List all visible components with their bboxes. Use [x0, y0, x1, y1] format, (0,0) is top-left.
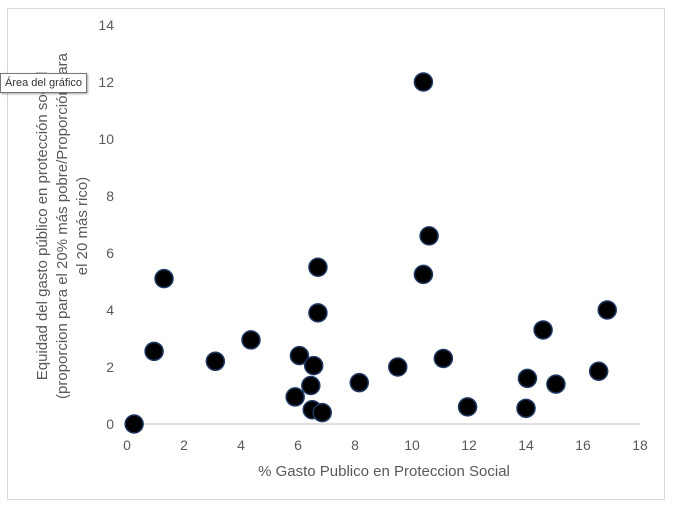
data-point[interactable]: [388, 357, 408, 377]
data-point[interactable]: [419, 226, 439, 246]
y-tick-label: 8: [106, 188, 114, 204]
data-point[interactable]: [124, 414, 144, 434]
x-tick-label: 2: [180, 437, 188, 453]
y-tick-label: 6: [106, 245, 114, 261]
data-point[interactable]: [301, 375, 321, 396]
data-point[interactable]: [285, 387, 305, 407]
data-point[interactable]: [588, 361, 609, 382]
data-point[interactable]: [546, 374, 566, 394]
y-tick-label: 10: [98, 131, 114, 147]
data-point[interactable]: [516, 398, 536, 419]
data-point[interactable]: [308, 303, 328, 323]
x-tick-label: 6: [294, 437, 302, 453]
x-tick-label: 14: [518, 437, 534, 453]
y-axis-title-line-3: el 20 más rico): [74, 177, 91, 275]
data-point[interactable]: [308, 257, 328, 277]
y-tick-labels: 0 2 4 6 8 10 12 14: [98, 17, 114, 432]
y-tick-label: 12: [98, 74, 114, 90]
x-tick-label: 10: [404, 437, 420, 453]
data-point[interactable]: [413, 264, 434, 285]
x-tick-label: 16: [575, 437, 591, 453]
y-tick-label: 2: [106, 359, 114, 375]
x-axis-title: % Gasto Publico en Proteccion Social: [258, 463, 510, 480]
data-point[interactable]: [289, 345, 310, 366]
data-point[interactable]: [312, 402, 332, 423]
x-tick-label: 8: [351, 437, 359, 453]
data-points: [124, 72, 617, 434]
y-axis-title: Equidad del gasto público en protección …: [34, 52, 91, 399]
data-point[interactable]: [533, 320, 553, 340]
data-point[interactable]: [144, 341, 164, 362]
y-tick-label: 0: [106, 416, 114, 432]
x-tick-label: 4: [237, 437, 245, 453]
x-tick-label: 18: [632, 437, 648, 453]
x-tick-label: 12: [461, 437, 477, 453]
data-point[interactable]: [517, 368, 538, 389]
data-point[interactable]: [349, 372, 370, 393]
data-point[interactable]: [205, 351, 226, 372]
data-point[interactable]: [413, 72, 434, 92]
data-point[interactable]: [433, 348, 454, 369]
x-tick-label: 0: [123, 437, 131, 453]
data-point[interactable]: [457, 397, 478, 417]
y-tick-label: 14: [98, 17, 114, 33]
y-axis-title-line-1: Equidad del gasto público en protección …: [34, 72, 51, 381]
data-point[interactable]: [303, 355, 324, 376]
data-point[interactable]: [241, 330, 261, 350]
y-axis-title-line-2: (proporcion para el 20% más pobre/Propor…: [54, 52, 71, 399]
chart-area-tooltip: Área del gráfico: [0, 73, 88, 93]
chart-area[interactable]: [7, 8, 665, 500]
data-point[interactable]: [154, 268, 174, 289]
data-point[interactable]: [597, 300, 617, 320]
y-tick-label: 4: [106, 302, 114, 318]
x-tick-labels: 0 2 4 6 8 10 12 14 16 18: [123, 437, 648, 453]
